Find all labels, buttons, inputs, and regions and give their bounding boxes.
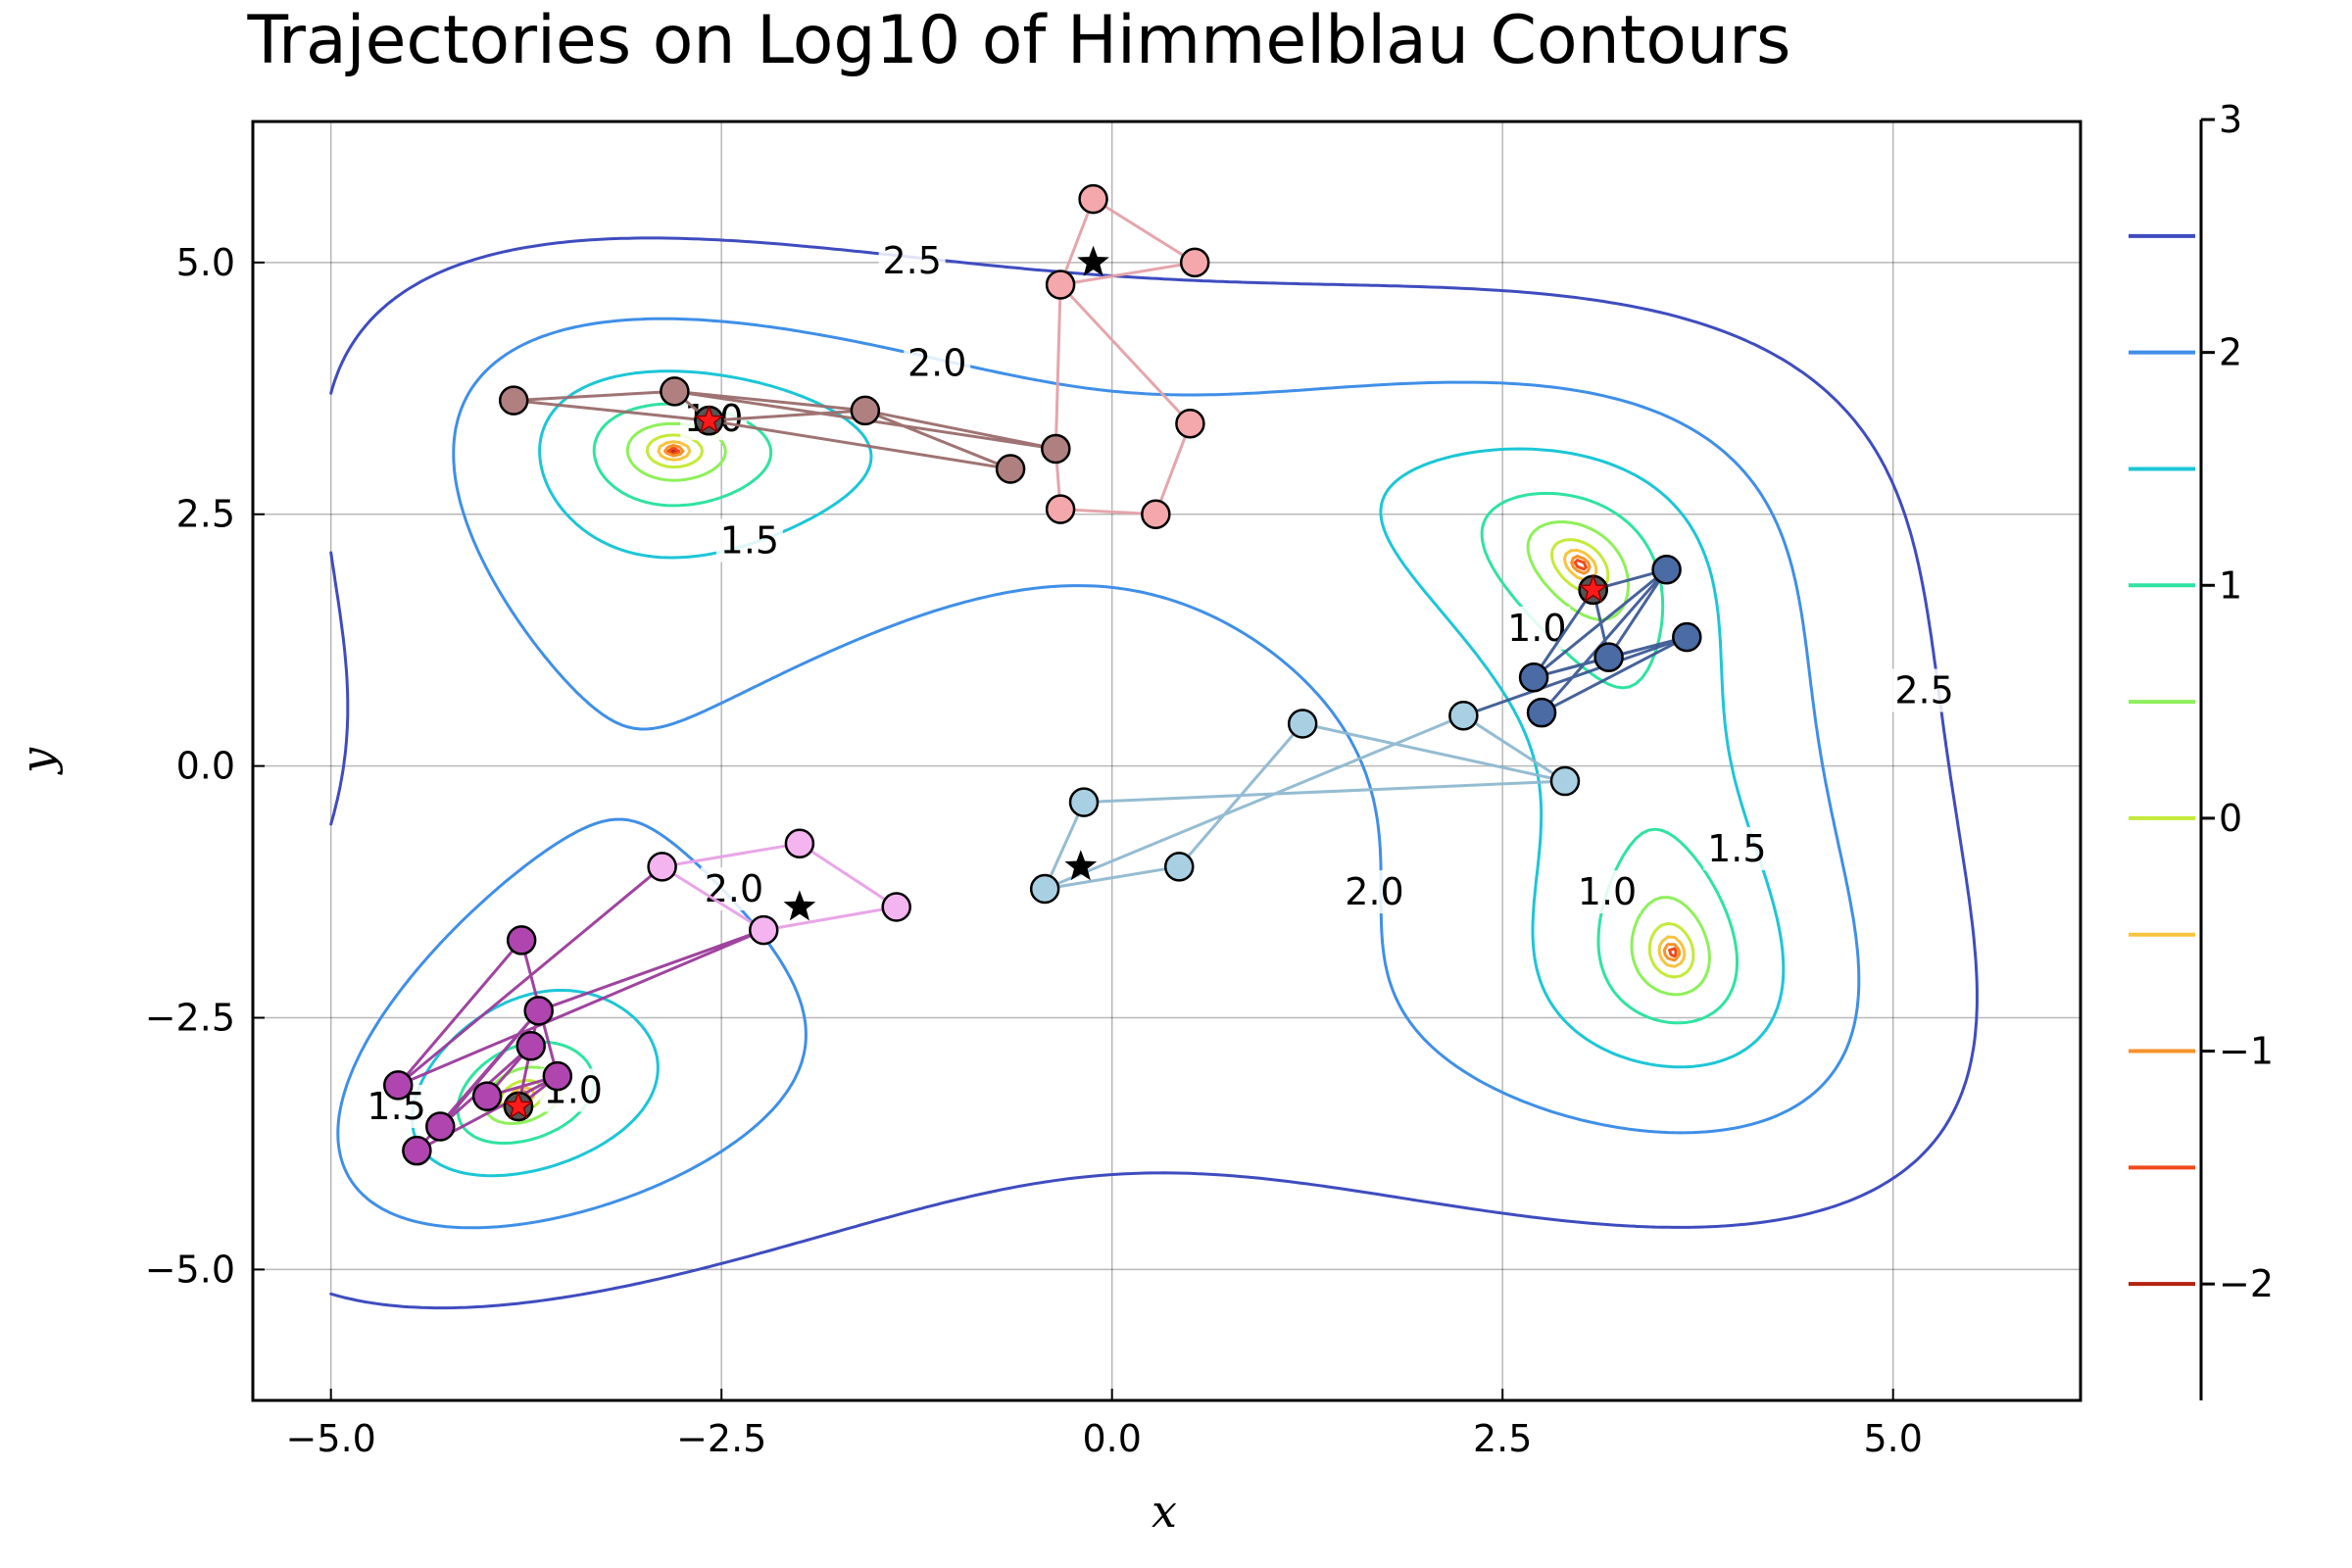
trajectory-point-3-0	[1526, 697, 1557, 728]
colorbar-tick-label-5: −2	[2219, 1262, 2274, 1305]
trajectory-point-2-4	[1448, 701, 1479, 731]
x-axis-label: x	[1152, 1485, 1177, 1538]
trajectory-point-4-3	[647, 852, 677, 882]
trajectory-point-4-2	[748, 914, 779, 946]
contour-label-bg-1	[904, 341, 971, 385]
start-star-marker-1	[1064, 850, 1098, 881]
contour-label-1: 2.0	[907, 342, 966, 385]
contour-labels: 2.52.01.51.01.02.51.51.02.02.01.01.5	[363, 238, 1958, 1128]
x-tick-label-1: −2.5	[676, 1417, 766, 1460]
trajectory-line-0	[1054, 197, 1197, 516]
trajectory-point-5-3	[542, 1060, 573, 1092]
contour-level-3	[508, 440, 1687, 1107]
contour-label-5: 2.5	[1894, 669, 1953, 712]
trajectory-point-5-5	[382, 1070, 414, 1101]
trajectory-point-5-6	[425, 1111, 456, 1142]
trajectory-line-4	[661, 842, 899, 932]
trajectory-line-2	[1043, 713, 1567, 891]
trajectory-point-0-0	[1078, 183, 1108, 215]
contour-label-2: 1.5	[720, 518, 779, 562]
colorbar: 3 2 1 0 −1 −2	[2129, 98, 2274, 1400]
trajectory-point-1-3	[1041, 433, 1071, 465]
y-axis-ticks: −5.0 −2.5 0.0 2.5 5.0	[145, 241, 265, 1291]
y-tick-label-1: −2.5	[145, 997, 235, 1040]
colorbar-tick-label-0: 3	[2219, 98, 2242, 141]
trajectory-point-2-1	[1068, 787, 1100, 817]
trajectory-point-0-5	[1141, 499, 1171, 529]
trajectory-point-2-3	[1287, 709, 1318, 739]
trajectory-point-1-2	[850, 395, 881, 426]
trajectory-line-3	[1462, 567, 1689, 717]
trajectory-point-5-7	[402, 1135, 432, 1166]
trajectory-point-5-1	[523, 996, 554, 1026]
trajectory-point-0-3	[1175, 409, 1205, 439]
x-tick-label-0: −5.0	[286, 1417, 376, 1460]
contour-label-bg-8	[1341, 870, 1408, 914]
trajectory-markers	[382, 183, 1702, 1166]
plot-frame	[251, 120, 2082, 1402]
trajectory-point-1-4	[995, 454, 1026, 484]
end-star-marker-0	[694, 405, 724, 434]
contour-label-bg-5	[1890, 668, 1958, 712]
trajectory-point-4-1	[881, 892, 911, 922]
contour-level-2	[513, 443, 1681, 1103]
end-star-marker-2	[503, 1090, 534, 1120]
trajectory-point-2-2	[1164, 852, 1195, 882]
colorbar-tick-label-4: −1	[2219, 1030, 2274, 1073]
chart-title: Trajectories on Log10 of Himmelblau Cont…	[247, 2, 1791, 79]
trajectory-point-0-4	[1045, 494, 1076, 524]
contour-level-8	[336, 317, 1861, 1230]
contour-level-4	[499, 433, 1695, 1114]
contour-label-9: 2.0	[705, 867, 763, 910]
trajectory-point-0-1	[1179, 247, 1210, 278]
x-axis-ticks: −5.0 −2.5 0.0 2.5 5.0	[286, 1389, 1923, 1460]
x-tick-label-4: 5.0	[1863, 1417, 1922, 1460]
contour-label-6: 1.5	[1707, 827, 1766, 870]
trajectory-point-1-0	[498, 385, 529, 416]
colorbar-tick-label-2: 1	[2219, 564, 2242, 607]
contour-label-bg-0	[878, 238, 946, 282]
y-axis-label: y	[11, 747, 64, 775]
contour-label-bg-6	[1703, 826, 1771, 870]
contour-label-bg-2	[715, 518, 783, 563]
contour-label-bg-9	[700, 867, 767, 910]
trajectory-point-2-0	[1029, 873, 1060, 905]
y-tick-label-4: 5.0	[176, 241, 235, 284]
contour-label-bg-7	[1574, 870, 1642, 914]
y-tick-label-0: −5.0	[145, 1248, 235, 1291]
start-star-marker-0	[1077, 245, 1109, 276]
trajectory-point-0-2	[1045, 270, 1076, 300]
end-star-marker-1	[1578, 573, 1609, 603]
contour-level-9	[329, 236, 1979, 1310]
trajectory-point-1-1	[660, 376, 690, 407]
contour-label-7: 1.0	[1578, 870, 1637, 913]
trajectory-point-5-0	[506, 925, 537, 956]
contour-lines	[329, 236, 1979, 1310]
contour-label-0: 2.5	[882, 239, 941, 282]
trajectory-point-3-1	[1518, 662, 1549, 693]
start-star-marker-2	[783, 890, 816, 921]
x-tick-label-3: 2.5	[1473, 1417, 1532, 1460]
colorbar-tick-label-3: 0	[2219, 797, 2242, 840]
trajectory-point-4-0	[784, 828, 815, 859]
trajectory-point-5-4	[471, 1081, 503, 1111]
trajectory-point-2-5	[1549, 765, 1581, 797]
y-tick-label-3: 2.5	[176, 493, 235, 536]
colorbar-tick-label-1: 2	[2219, 331, 2242, 374]
trajectory-point-3-4	[1651, 555, 1682, 585]
trajectory-line-1	[514, 389, 1057, 470]
trajectory-point-3-3	[1672, 621, 1702, 653]
y-tick-label-2: 0.0	[176, 745, 235, 788]
contour-label-8: 2.0	[1345, 870, 1403, 913]
grid-lines	[253, 122, 2081, 1400]
trajectory-paths	[396, 197, 1689, 1152]
trajectory-point-5-2	[515, 1031, 546, 1061]
trajectory-point-3-2	[1593, 642, 1624, 672]
x-tick-label-2: 0.0	[1082, 1417, 1141, 1460]
